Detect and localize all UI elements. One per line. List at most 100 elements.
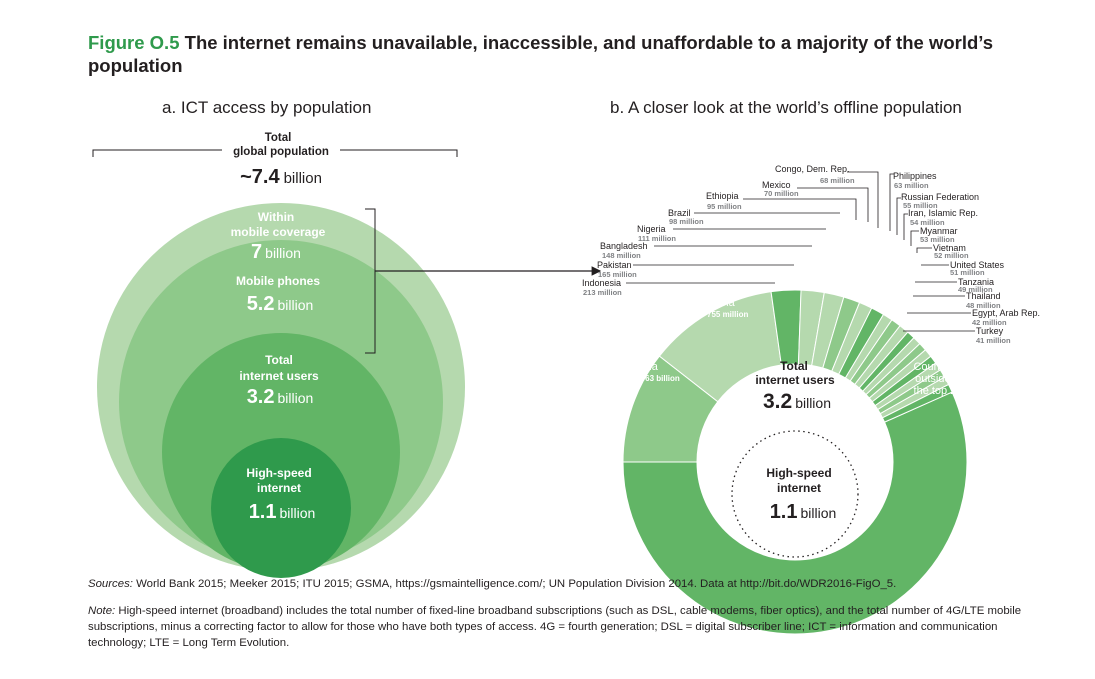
- svg-text:internet: internet: [257, 481, 301, 495]
- svg-text:Brazil: Brazil: [668, 208, 691, 218]
- svg-text:Pakistan: Pakistan: [597, 260, 632, 270]
- label-bangladesh: Bangladesh 148 million: [600, 241, 812, 260]
- label-mexico: Mexico 70 million: [762, 180, 869, 222]
- svg-text:the top 20: the top 20: [914, 385, 963, 397]
- mobile-coverage-label: Within mobile coverage 7 billion: [231, 210, 326, 263]
- label-ethiopia: Ethiopia 95 million: [706, 191, 857, 220]
- svg-text:Indonesia: Indonesia: [582, 278, 621, 288]
- svg-text:Vietnam: Vietnam: [933, 243, 966, 253]
- sources-label: Sources:: [88, 578, 133, 590]
- panel-a-diagram: Total global population ~7.4 billion With…: [92, 132, 602, 578]
- svg-text:Total: Total: [780, 359, 808, 373]
- svg-text:Within: Within: [258, 210, 295, 224]
- label-turkey: Turkey 41 million: [903, 326, 1011, 345]
- figure-title: Figure O.5 The internet remains unavaila…: [88, 31, 1048, 77]
- svg-text:outside of: outside of: [915, 373, 964, 385]
- svg-text:Egypt, Arab Rep.: Egypt, Arab Rep.: [972, 308, 1040, 318]
- svg-text:213 million: 213 million: [583, 288, 622, 297]
- label-myanmar: Myanmar 53 million: [910, 226, 958, 246]
- svg-text:High-speed: High-speed: [766, 466, 831, 480]
- svg-text:49 million: 49 million: [958, 285, 993, 294]
- label-egypt: Egypt, Arab Rep. 42 million: [907, 308, 1040, 327]
- sources-text: World Bank 2015; Meeker 2015; ITU 2015; …: [136, 578, 897, 590]
- svg-text:Countries: Countries: [913, 361, 961, 373]
- svg-text:Nigeria: Nigeria: [637, 224, 666, 234]
- panel-a-title: a. ICT access by population: [162, 98, 372, 117]
- svg-text:mobile coverage: mobile coverage: [231, 225, 326, 239]
- high-speed-dotted-circle: [731, 430, 859, 558]
- svg-text:Myanmar: Myanmar: [920, 226, 958, 236]
- svg-text:68 million: 68 million: [820, 176, 855, 185]
- label-vietnam: Vietnam 52 million: [916, 243, 969, 260]
- svg-text:Total: Total: [265, 353, 293, 367]
- svg-text:51 million: 51 million: [950, 268, 985, 277]
- label-russia: Russian Federation 55 million: [896, 192, 979, 235]
- svg-text:165 million: 165 million: [598, 270, 637, 279]
- svg-text:55 million: 55 million: [903, 201, 938, 210]
- mobile-phones-label: Mobile phones 5.2 billion: [236, 274, 320, 315]
- offline-bracket: [365, 208, 376, 354]
- inner-high-speed-label: High-speed internet 1.1 billion: [766, 466, 836, 523]
- svg-text:internet: internet: [777, 481, 821, 495]
- svg-text:41 million: 41 million: [976, 336, 1011, 345]
- svg-text:Bangladesh: Bangladesh: [600, 241, 648, 251]
- china-label: China 755 million: [706, 297, 748, 319]
- offline-population-donut: [622, 289, 968, 635]
- panel-b-diagram: Total internet users 3.2 billion High-spe…: [582, 164, 1040, 635]
- svg-text:Iran, Islamic Rep.: Iran, Islamic Rep.: [908, 208, 978, 218]
- donut-center-label: Total internet users 3.2 billion: [755, 359, 835, 413]
- label-united-states: United States 51 million: [921, 260, 1005, 277]
- label-nigeria: Nigeria 111 million: [637, 224, 826, 243]
- svg-text:Philippines: Philippines: [893, 171, 937, 181]
- label-brazil: Brazil 98 million: [668, 208, 840, 226]
- note-text: High-speed internet (broadband) includes…: [88, 605, 1022, 649]
- svg-text:Mobile phones: Mobile phones: [236, 274, 320, 288]
- svg-text:148 million: 148 million: [602, 251, 641, 260]
- rest-of-world-label: Countries outside of the top 20: [913, 361, 963, 397]
- svg-text:Russian Federation: Russian Federation: [901, 192, 979, 202]
- svg-text:Mexico: Mexico: [762, 180, 791, 190]
- svg-text:111 million: 111 million: [638, 234, 676, 243]
- total-label-line1: Total: [265, 132, 292, 144]
- svg-text:Ethiopia: Ethiopia: [706, 191, 739, 201]
- note-label: Note:: [88, 605, 116, 617]
- svg-text:Turkey: Turkey: [976, 326, 1004, 336]
- svg-text:internet users: internet users: [755, 373, 835, 387]
- sources-footnote: Sources: World Bank 2015; Meeker 2015; I…: [88, 576, 896, 592]
- svg-text:53 million: 53 million: [920, 235, 955, 244]
- total-label-line2: global population: [233, 146, 329, 158]
- svg-text:63 million: 63 million: [894, 181, 929, 190]
- label-congo: Congo, Dem. Rep. 68 million: [775, 164, 879, 228]
- svg-text:1.063 billion: 1.063 billion: [634, 374, 680, 383]
- figure-number: Figure O.5: [88, 32, 180, 53]
- svg-text:internet users: internet users: [239, 369, 319, 383]
- label-tanzania: Tanzania 49 million: [915, 277, 994, 294]
- label-indonesia: Indonesia 213 million: [582, 278, 775, 297]
- label-philippines: Philippines 63 million: [889, 171, 937, 231]
- svg-text:42 million: 42 million: [972, 318, 1007, 327]
- high-speed-label: High-speed internet 1.1 billion: [246, 466, 315, 523]
- svg-text:755 million: 755 million: [707, 310, 748, 319]
- svg-text:95 million: 95 million: [707, 202, 742, 211]
- svg-text:India: India: [634, 361, 659, 373]
- svg-text:High-speed: High-speed: [246, 466, 311, 480]
- left-leader-labels: Congo, Dem. Rep. 68 million Mexico 70 mi…: [582, 164, 879, 297]
- note-footnote: Note: High-speed internet (broadband) in…: [88, 603, 1038, 651]
- donut-hole: [697, 364, 893, 560]
- internet-users-label: Total internet users 3.2 billion: [239, 353, 319, 408]
- figure-title-text: The internet remains unavailable, inacce…: [88, 32, 994, 76]
- svg-text:48 million: 48 million: [966, 301, 1001, 310]
- label-pakistan: Pakistan 165 million: [597, 260, 794, 279]
- svg-text:China: China: [706, 297, 736, 309]
- high-speed-circle: [211, 438, 351, 578]
- svg-text:98 million: 98 million: [669, 217, 704, 226]
- label-thailand: Thailand 48 million: [913, 291, 1001, 310]
- svg-text:Thailand: Thailand: [966, 291, 1001, 301]
- total-population-value: ~7.4 billion: [240, 166, 322, 188]
- total-population-bracket: [92, 149, 458, 157]
- svg-text:Tanzania: Tanzania: [958, 277, 994, 287]
